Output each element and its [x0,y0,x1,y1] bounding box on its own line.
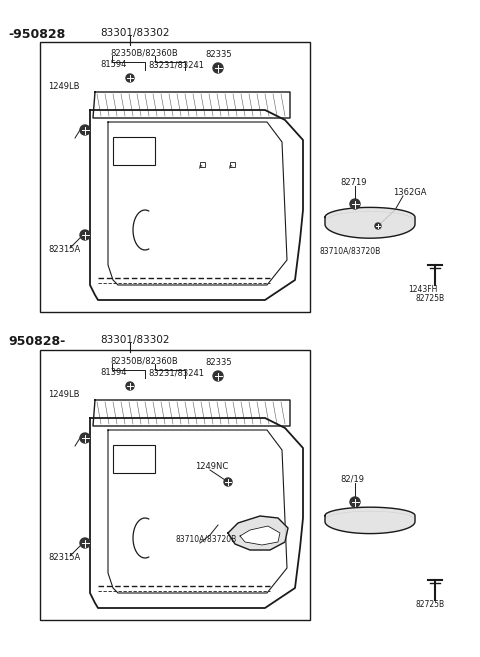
Text: 950828-: 950828- [8,335,65,348]
Text: 82315A: 82315A [48,553,80,562]
Text: 82335: 82335 [205,358,232,367]
Text: 81594: 81594 [100,60,126,69]
Polygon shape [240,526,280,545]
Text: 82315A: 82315A [48,245,80,254]
Circle shape [126,382,134,390]
Text: 83301/83302: 83301/83302 [100,335,169,345]
Bar [230,162,235,167]
Text: 82335: 82335 [205,50,232,59]
Text: 1249LB: 1249LB [48,390,80,399]
Circle shape [126,74,134,82]
Text: 82725B: 82725B [415,600,444,609]
Text: 81394: 81394 [100,368,127,377]
Circle shape [375,223,381,229]
Text: -950828: -950828 [8,28,65,41]
Polygon shape [325,208,415,238]
Text: 83710A/83720B: 83710A/83720B [175,535,236,544]
Text: 83231/83241: 83231/83241 [148,60,204,69]
Text: 82350B/82360B: 82350B/82360B [110,48,178,57]
Text: 82725B: 82725B [415,294,444,303]
Text: 1243FH: 1243FH [408,285,437,294]
Circle shape [80,230,90,240]
Bar [113,445,155,473]
Bar [40,350,310,620]
Circle shape [350,199,360,209]
Circle shape [80,125,90,135]
Text: p: p [198,164,202,169]
Text: 83710A/83720B: 83710A/83720B [320,246,381,255]
Text: 83301/83302: 83301/83302 [100,28,169,38]
Text: 82/19: 82/19 [340,475,364,484]
Text: 1249LB: 1249LB [48,82,80,91]
Bar [40,42,310,312]
Circle shape [224,478,232,486]
Text: 82350B/82360B: 82350B/82360B [110,356,178,365]
Polygon shape [325,507,415,533]
Text: 83231/83241: 83231/83241 [148,368,204,377]
Text: 1362GA: 1362GA [393,188,427,197]
Text: 1249NC: 1249NC [195,462,228,471]
Circle shape [80,433,90,443]
Text: p: p [228,164,231,169]
Circle shape [213,371,223,381]
Bar [200,162,205,167]
Text: 82719: 82719 [340,178,367,187]
Circle shape [213,63,223,73]
Polygon shape [228,516,288,550]
Bar [113,137,155,165]
Circle shape [80,538,90,548]
Circle shape [350,497,360,507]
